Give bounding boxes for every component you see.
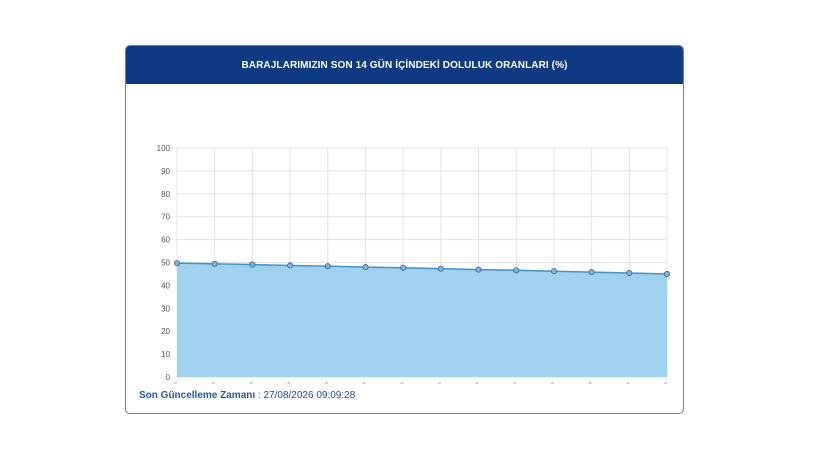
data-point	[173, 260, 181, 267]
data-point	[588, 269, 595, 276]
data-point	[626, 269, 633, 277]
series-line	[176, 262, 668, 275]
chart-card: BARAJLARIMIZIN SON 14 GÜN İÇİNDEKİ DOLUL…	[125, 45, 684, 414]
x-tick-label: 15.08.2026	[179, 380, 217, 384]
y-tick-label: 0	[166, 373, 171, 382]
x-tick-label: 21.08.2026	[405, 380, 443, 384]
y-tick-label: 30	[161, 304, 170, 313]
x-tick-label: 18.08.2026	[292, 380, 330, 384]
y-tick-label: 20	[161, 327, 170, 336]
x-tick-label: 19.08.2026	[330, 380, 368, 384]
data-point	[400, 264, 407, 271]
y-tick-label: 10	[161, 350, 170, 359]
last-update: Son Güncelleme Zamanı : 27/08/2026 09:09…	[139, 390, 355, 401]
y-tick-label: 50	[161, 259, 170, 268]
data-point	[437, 265, 444, 272]
last-update-separator: :	[255, 390, 264, 401]
chart-title: BARAJLARIMIZIN SON 14 GÜN İÇİNDEKİ DOLUL…	[241, 59, 568, 71]
x-tick-label: 16.08.2026	[217, 380, 255, 384]
last-update-label: Son Güncelleme Zamanı	[139, 390, 256, 401]
x-tick-label: 26.08.2026	[593, 380, 631, 384]
series-area	[177, 263, 667, 377]
y-tick-label: 40	[161, 281, 170, 290]
data-point	[663, 270, 671, 277]
area-chart: 0 10 20 30 40 50 60 70 80 90 100 14.08.202615.08.20…	[141, 144, 671, 384]
y-tick-label: 90	[161, 167, 170, 176]
x-tick-label: 17.08.2026	[254, 380, 292, 384]
data-point	[362, 264, 369, 271]
x-tick-label: 14.08.2026	[141, 380, 179, 384]
x-tick-label: 25.08.2026	[556, 380, 594, 384]
data-point	[475, 266, 482, 273]
data-point	[249, 261, 256, 268]
data-point	[550, 268, 557, 275]
y-tick-label: 70	[161, 213, 170, 222]
data-point	[211, 260, 218, 267]
data-point	[324, 263, 331, 270]
last-update-value: 27/08/2026 09:09:28	[263, 390, 356, 401]
x-tick-label: 23.08.2026	[480, 380, 518, 384]
data-point	[287, 262, 294, 269]
x-tick-label: 22.08.2026	[443, 380, 481, 384]
data-point	[513, 267, 520, 274]
card-header: BARAJLARIMIZIN SON 14 GÜN İÇİNDEKİ DOLUL…	[126, 46, 683, 84]
x-tick-label: 20.08.2026	[367, 380, 405, 384]
x-tick-label: 24.08.2026	[518, 380, 556, 384]
chart-area: 0 10 20 30 40 50 60 70 80 90 100 14.08.202615.08.20…	[126, 84, 683, 384]
y-tick-label: 100	[157, 144, 171, 153]
x-tick-label: 27.08.2026	[631, 380, 669, 384]
y-tick-label: 80	[161, 190, 170, 199]
y-tick-label: 60	[161, 236, 170, 245]
